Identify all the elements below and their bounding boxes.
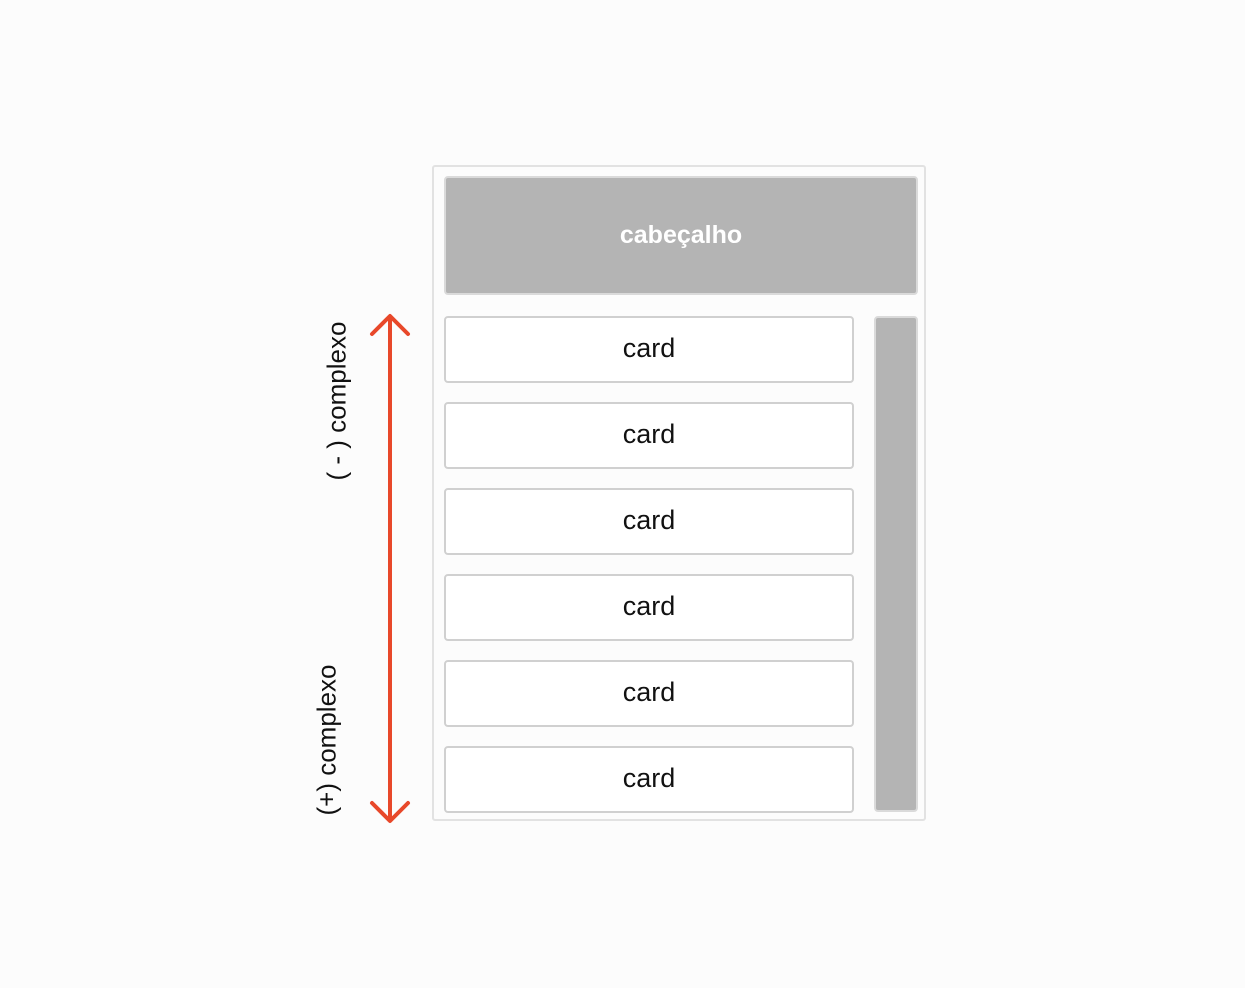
sidebar-block — [874, 316, 918, 812]
header-label: cabeçalho — [619, 221, 743, 249]
arrow-head-down — [370, 801, 410, 823]
arrow-head-up — [370, 314, 410, 336]
more-complex-label: (+) complexo — [311, 664, 342, 816]
card-label: card — [622, 763, 676, 793]
card-label: card — [622, 591, 676, 621]
complexity-arrow-icon — [370, 314, 410, 823]
card-1: card — [444, 316, 854, 383]
wireframe-frame: cabeçalho card card card card card card — [432, 165, 926, 821]
card-4: card — [444, 574, 854, 641]
card-2: card — [444, 402, 854, 469]
header-block: cabeçalho — [444, 176, 918, 295]
card-3: card — [444, 488, 854, 555]
card-6: card — [444, 746, 854, 813]
card-label: card — [622, 677, 676, 707]
card-label: card — [622, 333, 676, 363]
less-complex-label: ( - ) complexo — [321, 321, 352, 481]
card-label: card — [622, 505, 676, 535]
card-label: card — [622, 419, 676, 449]
card-5: card — [444, 660, 854, 727]
